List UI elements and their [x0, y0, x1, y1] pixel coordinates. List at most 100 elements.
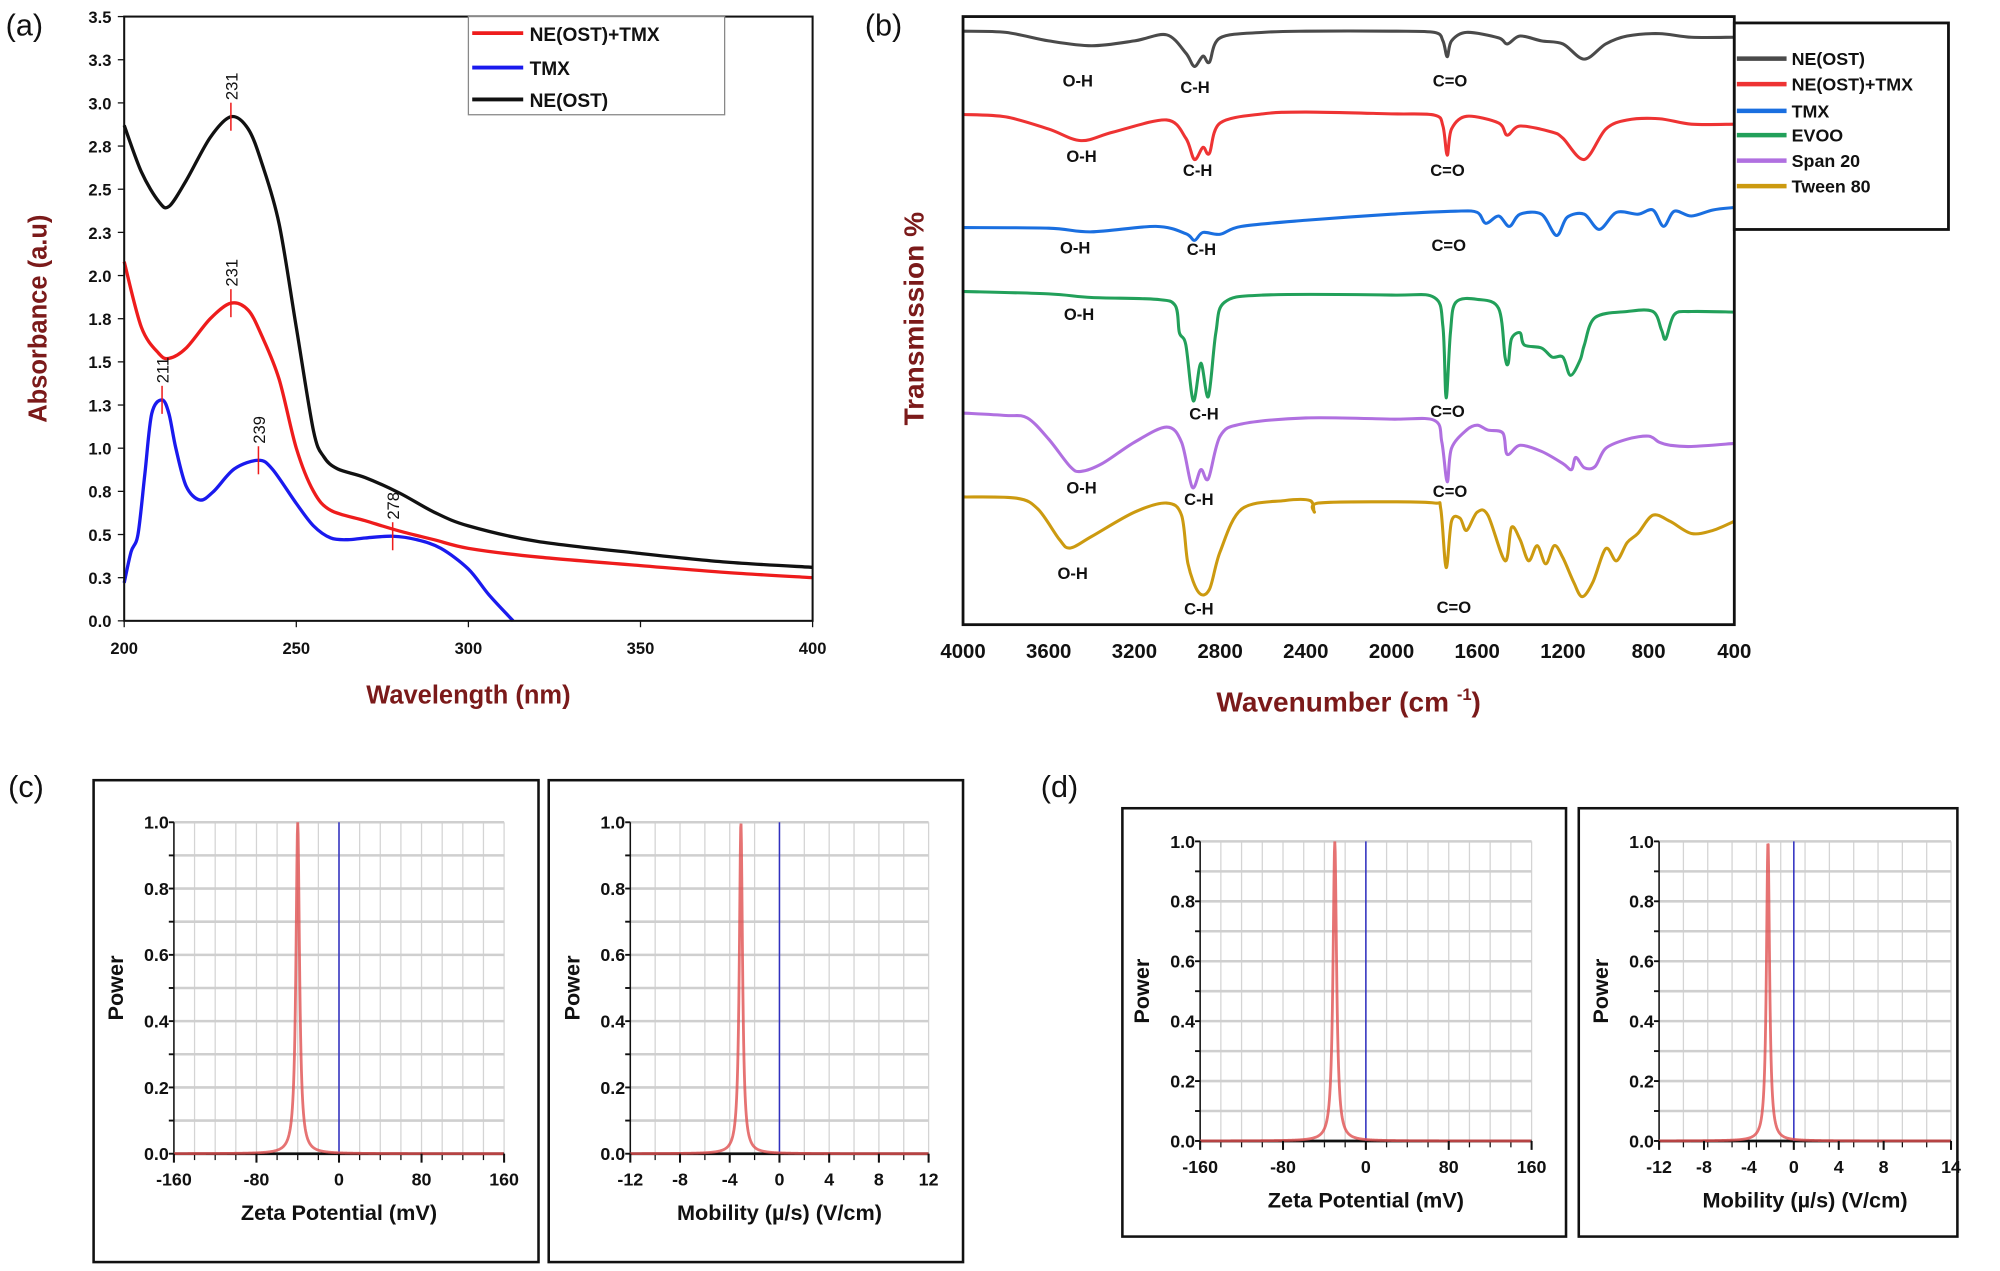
y-tick-label: 3.5 — [88, 8, 111, 27]
panel-label-d: (d) — [1041, 770, 1078, 804]
x-tick-label: 0 — [1789, 1157, 1799, 1177]
band-label: C-H — [1187, 240, 1216, 259]
y-tick-label: 0.2 — [144, 1078, 169, 1098]
legend-label: TMX — [1792, 101, 1830, 121]
spectrum-line-evoo — [962, 289, 1735, 403]
spectrum-line-tmx — [963, 205, 1735, 242]
y-tick-label: 0.8 — [1629, 892, 1654, 912]
x-axis-title: Zeta Potential (mV) — [241, 1200, 437, 1225]
peak-label: 239 — [250, 416, 269, 444]
plot-frame — [961, 15, 1736, 627]
x-tick-label: 1200 — [1540, 641, 1585, 663]
y-tick-label: 0.8 — [1170, 892, 1195, 912]
x-tick-label: 400 — [799, 639, 827, 658]
spectrum-line-ne-ost- — [962, 29, 1735, 68]
y-tick-label: 0.6 — [600, 945, 625, 965]
y-axis-title: Power — [1588, 958, 1613, 1024]
x-tick-label: 12 — [919, 1170, 939, 1190]
legend-label: NE(OST)+TMX — [1792, 75, 1913, 95]
x-tick-label: 3200 — [1112, 641, 1157, 663]
band-label: C=O — [1433, 482, 1468, 501]
power-peak-line — [630, 823, 929, 1156]
y-tick-label: 2.8 — [88, 137, 111, 156]
band-label: O-H — [1066, 478, 1096, 497]
y-tick-label: 0.4 — [1629, 1012, 1654, 1032]
x-tick-label: -4 — [722, 1170, 738, 1190]
x-tick-label: 80 — [1439, 1157, 1459, 1177]
x-tick-label: 200 — [110, 639, 138, 658]
y-tick-label: 0.8 — [88, 483, 111, 502]
x-tick-label: 0 — [1361, 1157, 1371, 1177]
x-tick-label: 14 — [1941, 1157, 1961, 1177]
x-tick-label: -12 — [1646, 1157, 1672, 1177]
panel-label-c: (c) — [8, 770, 44, 804]
panel-label-a: (a) — [6, 9, 43, 43]
power-peak-line — [1659, 843, 1951, 1143]
x-axis-title-end: ) — [1472, 686, 1481, 717]
spectrum-line-ne-ost-tmx — [962, 110, 1735, 162]
x-axis-title: Zeta Potential (mV) — [1268, 1187, 1464, 1212]
y-tick-label: 1.8 — [88, 310, 111, 329]
x-tick-label: 1600 — [1455, 641, 1500, 663]
series-line-ne-ost-tmx — [122, 261, 813, 580]
x-tick-label: -80 — [1270, 1157, 1296, 1177]
x-tick-label: 4 — [1834, 1157, 1844, 1177]
peak-label: 231 — [222, 259, 241, 287]
x-tick-label: 350 — [627, 639, 655, 658]
band-label: C=O — [1431, 236, 1466, 255]
y-tick-label: 0.6 — [1170, 952, 1195, 972]
x-tick-label: 2400 — [1283, 641, 1328, 663]
y-tick-label: 2.5 — [88, 181, 111, 200]
power-peak-line — [173, 822, 504, 1156]
y-axis-title: Power — [559, 955, 584, 1021]
y-tick-label: 0.5 — [88, 526, 111, 545]
band-label: C-H — [1183, 161, 1212, 180]
band-label: C=O — [1430, 161, 1465, 180]
y-tick-label: 1.0 — [88, 440, 111, 459]
band-label: C=O — [1430, 402, 1465, 421]
legend-label: TMX — [530, 59, 571, 80]
y-tick-label: 0.8 — [600, 879, 625, 899]
band-label: C=O — [1437, 598, 1472, 617]
x-axis-title-superscript: -1 — [1457, 685, 1472, 704]
y-axis-title: Absorbance (a.u) — [24, 215, 52, 423]
y-tick-label: 0.6 — [144, 945, 169, 965]
peak-label: 211 — [153, 357, 172, 383]
y-tick-label: 2.0 — [88, 267, 111, 286]
power-peak-line — [1200, 841, 1532, 1143]
x-axis-title: Mobility (µ/s) (V/cm) — [1703, 1187, 1908, 1212]
x-tick-label: 4 — [824, 1170, 834, 1190]
x-tick-label: -80 — [244, 1170, 270, 1190]
x-axis-title-text: Wavenumber (cm — [1216, 686, 1456, 717]
x-tick-label: -160 — [1182, 1157, 1218, 1177]
y-tick-label: 0.6 — [1629, 952, 1654, 972]
y-tick-label: 0.3 — [88, 569, 111, 588]
y-tick-label: 1.0 — [144, 813, 169, 833]
y-axis-title: Power — [103, 955, 128, 1021]
band-label: O-H — [1066, 147, 1096, 166]
y-tick-label: 0.0 — [88, 612, 111, 631]
legend-label: Tween 80 — [1792, 176, 1871, 196]
legend-label: EVOO — [1792, 126, 1844, 146]
x-axis-title: Wavenumber (cm -1) — [1216, 685, 1480, 717]
x-tick-label: -8 — [1696, 1157, 1712, 1177]
y-tick-label: 1.5 — [88, 353, 111, 372]
x-tick-label: 160 — [489, 1170, 519, 1190]
band-label: C=O — [1433, 72, 1468, 91]
y-tick-label: 0.2 — [1629, 1071, 1654, 1091]
x-axis-title: Wavelength (nm) — [366, 682, 570, 710]
y-tick-label: 0.0 — [144, 1144, 169, 1164]
x-tick-label: 3600 — [1026, 641, 1071, 663]
band-label: C-H — [1184, 599, 1213, 618]
y-tick-label: 1.0 — [600, 813, 625, 833]
y-tick-label: 0.4 — [1170, 1012, 1195, 1032]
y-tick-label: 3.0 — [88, 94, 111, 113]
y-tick-label: 1.0 — [1629, 832, 1654, 852]
x-tick-label: 400 — [1717, 641, 1751, 663]
y-tick-label: 1.3 — [88, 396, 111, 415]
x-tick-label: 80 — [412, 1170, 432, 1190]
band-label: C-H — [1180, 78, 1209, 97]
peak-label: 231 — [222, 72, 241, 100]
y-tick-label: 0.0 — [600, 1144, 625, 1164]
